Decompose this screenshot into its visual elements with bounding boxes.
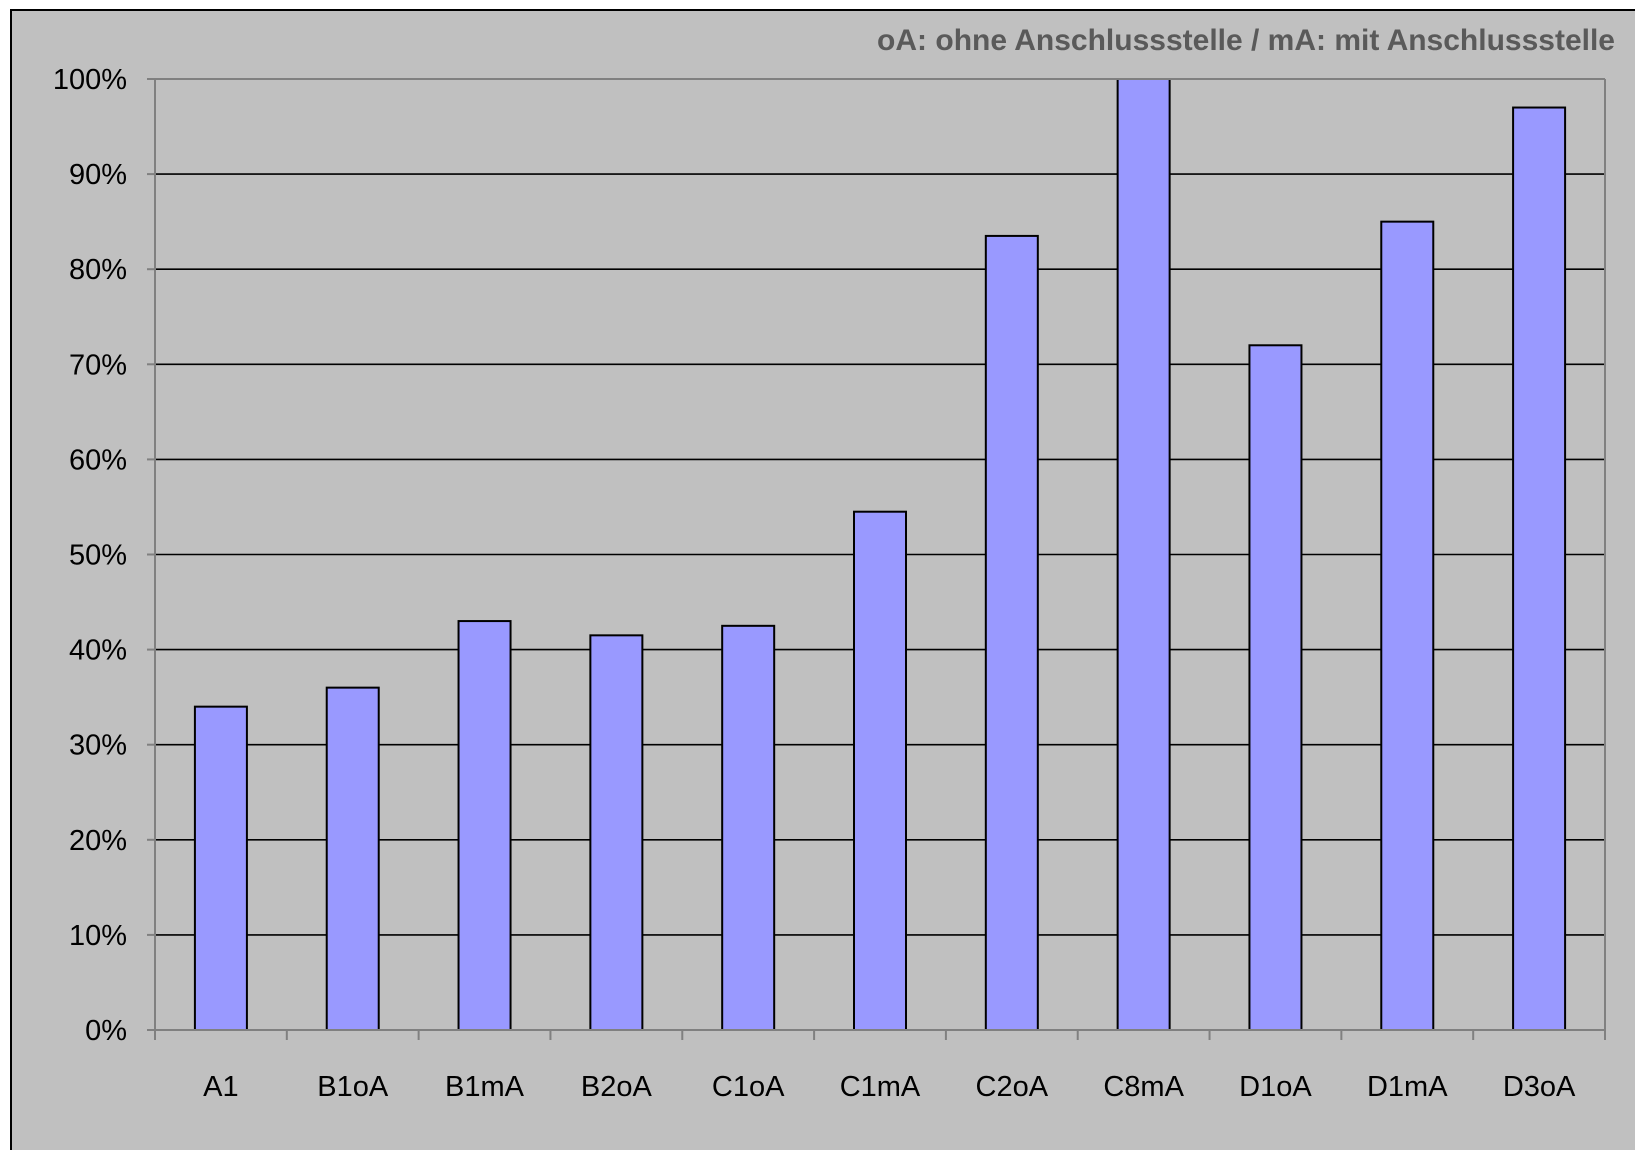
- x-tick-label: C1oA: [712, 1071, 785, 1103]
- bar-C1mA: [853, 510, 907, 1031]
- x-tick-label: B1mA: [445, 1071, 525, 1103]
- bar-C2oA: [984, 234, 1039, 1032]
- x-tick-label: D1mA: [1367, 1071, 1448, 1103]
- x-tick-label: C8mA: [1103, 1071, 1184, 1103]
- x-tick-label: C1mA: [840, 1071, 921, 1103]
- y-tick-label: 80%: [69, 254, 127, 286]
- y-tick-label: 20%: [69, 825, 127, 857]
- chart-frame: [10, 9, 1635, 1150]
- x-tick-label: D3oA: [1503, 1071, 1576, 1103]
- axes: [147, 78, 1606, 1040]
- bar-B2oA: [589, 634, 644, 1032]
- bar-D1oA: [1248, 344, 1303, 1031]
- y-tick-label: 70%: [69, 349, 127, 381]
- x-tick-label: C2oA: [976, 1071, 1049, 1103]
- x-tick-label: D1oA: [1239, 1071, 1312, 1103]
- y-tick-label: 60%: [69, 444, 127, 476]
- bar-A1: [193, 705, 248, 1031]
- bars: [193, 78, 1567, 1032]
- y-tick-label: 90%: [69, 159, 127, 191]
- bar-C1oA: [721, 624, 776, 1031]
- x-tick-label: B1oA: [317, 1071, 389, 1103]
- bar-D1mA: [1380, 220, 1435, 1031]
- y-tick-label: 10%: [69, 920, 127, 952]
- y-tick-label: 30%: [69, 730, 127, 762]
- bar-D3oA: [1512, 106, 1567, 1031]
- y-tick-label: 50%: [69, 540, 127, 572]
- bar-B1oA: [325, 686, 380, 1031]
- y-tick-label: 100%: [53, 64, 127, 96]
- chart-annotation: oA: ohne Anschlussstelle / mA: mit Ansch…: [877, 24, 1615, 57]
- y-tick-label: 0%: [85, 1015, 127, 1047]
- x-tick-labels: A1 B1oA B1mA B2oA C1oA C1mA C2oA C8mA D1oA D1mA D3…: [203, 1071, 1576, 1103]
- bar-C8mA: [1116, 78, 1171, 1031]
- y-tick-label: 40%: [69, 635, 127, 667]
- x-tick-label: B2oA: [581, 1071, 653, 1103]
- bar-B1mA: [457, 620, 512, 1031]
- y-tick-labels: 0% 10% 20% 30% 40% 50% 60% 70% 80% 90% 100%: [53, 64, 127, 1047]
- x-tick-label: A1: [203, 1071, 238, 1103]
